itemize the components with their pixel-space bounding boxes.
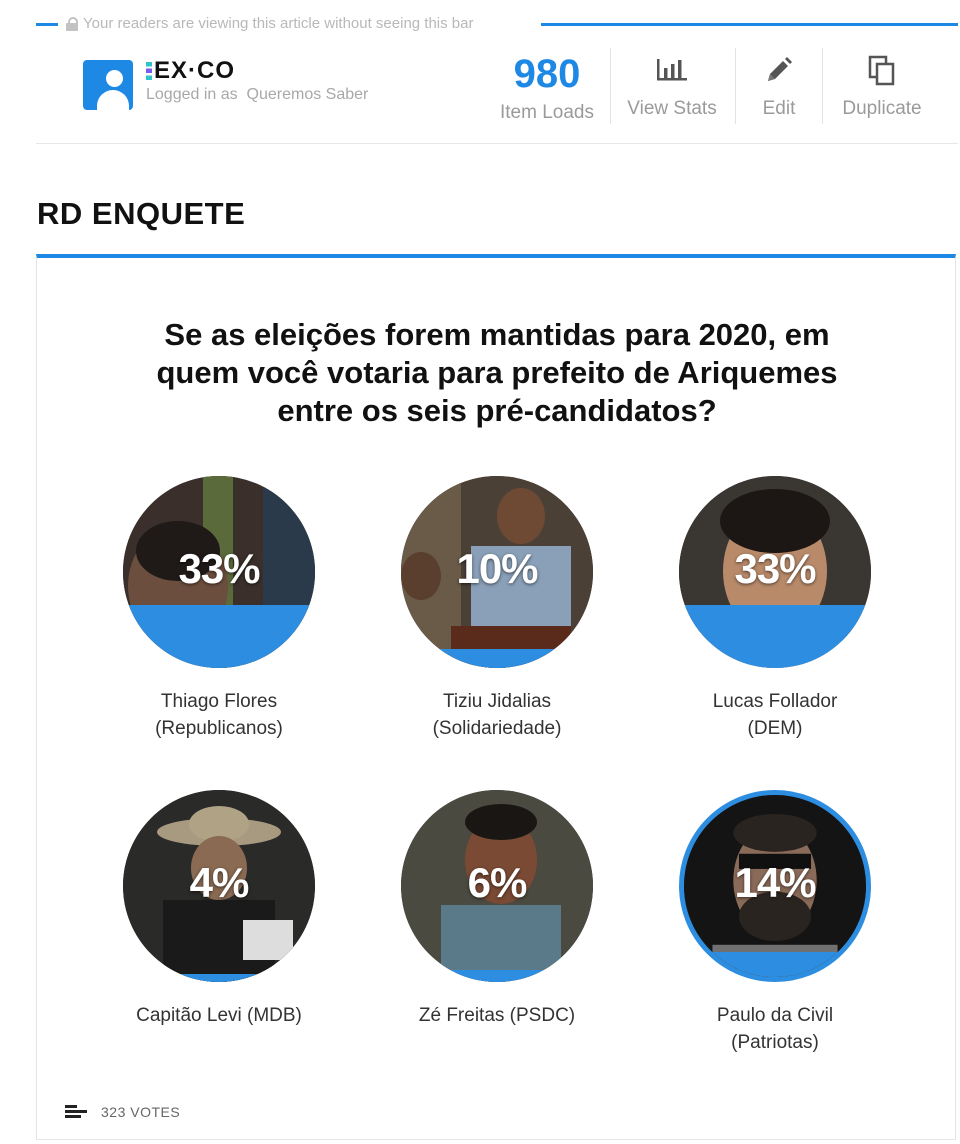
bar-chart-icon bbox=[657, 59, 687, 81]
logged-in-user: Queremos Saber bbox=[246, 86, 369, 103]
percent-fill bbox=[123, 604, 315, 668]
percent-fill bbox=[123, 974, 315, 982]
poll-option[interactable]: 33% Lucas Follador (DEM) bbox=[635, 476, 915, 742]
item-loads-label: Item Loads bbox=[500, 102, 594, 123]
candidate-name-line1: Paulo da Civil bbox=[716, 1005, 834, 1026]
duplicate-icon bbox=[868, 55, 895, 86]
poll-option[interactable]: 6% Zé Freitas (PSDC) bbox=[357, 790, 637, 1029]
percent-label: 33% bbox=[178, 545, 260, 592]
percent-fill bbox=[401, 648, 593, 668]
candidate-name: Paulo da Civil (Patriotas) bbox=[635, 1002, 915, 1056]
poll-card: Se as eleições forem mantidas para 2020,… bbox=[36, 254, 956, 1140]
edit-button[interactable]: Edit bbox=[737, 44, 821, 128]
candidate-photo: 33% bbox=[123, 476, 315, 668]
notice-line-left bbox=[36, 23, 58, 26]
poll-option[interactable]: 33% Thiago Flores (Republicanos) bbox=[79, 476, 359, 742]
divider bbox=[610, 48, 611, 124]
candidate-name-line1: Tiziu Jidalias bbox=[442, 691, 552, 712]
duplicate-button[interactable]: Duplicate bbox=[833, 44, 931, 128]
duplicate-label: Duplicate bbox=[842, 98, 922, 119]
candidate-party: (Republicanos) bbox=[155, 718, 283, 739]
vote-count-label: 323 VOTES bbox=[101, 1104, 181, 1120]
divider bbox=[735, 48, 736, 124]
results-list-icon bbox=[65, 1105, 87, 1119]
candidate-name-line1: Capitão Levi (MDB) bbox=[136, 1005, 302, 1026]
item-loads-value: 980 bbox=[513, 52, 581, 96]
divider bbox=[822, 48, 823, 124]
user-avatar-icon bbox=[83, 60, 133, 110]
notice-line-right bbox=[541, 23, 958, 26]
percent-fill bbox=[684, 951, 866, 977]
notice-text-wrap: Your readers are viewing this article wi… bbox=[66, 15, 473, 32]
pencil-icon bbox=[768, 57, 792, 81]
section-title: RD ENQUETE bbox=[37, 196, 246, 231]
vote-count: 323 VOTES bbox=[65, 1104, 180, 1120]
candidate-name: Lucas Follador (DEM) bbox=[635, 688, 915, 742]
percent-label: 10% bbox=[456, 545, 538, 592]
percent-fill bbox=[401, 970, 593, 982]
poll-option[interactable]: 4% Capitão Levi (MDB) bbox=[79, 790, 359, 1029]
percent-label: 6% bbox=[467, 859, 528, 906]
preview-notice-bar: Your readers are viewing this article wi… bbox=[36, 14, 958, 34]
brand-logo: EX·CO bbox=[146, 57, 235, 85]
candidate-name: Capitão Levi (MDB) bbox=[79, 1002, 359, 1029]
candidate-photo-image bbox=[684, 795, 866, 977]
candidate-name: Tiziu Jidalias (Solidariedade) bbox=[357, 688, 637, 742]
notice-text: Your readers are viewing this article wi… bbox=[83, 15, 474, 32]
view-stats-label: View Stats bbox=[627, 98, 717, 119]
view-stats-button[interactable]: View Stats bbox=[619, 44, 725, 128]
candidate-photo: 14% bbox=[679, 790, 871, 982]
poll-question: Se as eleições forem mantidas para 2020,… bbox=[156, 317, 838, 428]
edit-label: Edit bbox=[762, 98, 796, 119]
brand-name: EX·CO bbox=[154, 57, 236, 84]
percent-label: 14% bbox=[734, 859, 816, 906]
percent-fill bbox=[679, 604, 871, 668]
candidate-photo-image bbox=[401, 790, 593, 982]
candidate-photo: 4% bbox=[123, 790, 315, 982]
candidate-photo: 10% bbox=[401, 476, 593, 668]
candidate-name: Zé Freitas (PSDC) bbox=[357, 1002, 637, 1029]
candidate-photo: 6% bbox=[401, 790, 593, 982]
lock-icon bbox=[66, 17, 78, 31]
poll-option[interactable]: 10% Tiziu Jidalias (Solidariedade) bbox=[357, 476, 637, 742]
candidate-name-line1: Thiago Flores bbox=[160, 691, 278, 712]
logged-in-status: Logged in as Queremos Saber bbox=[146, 86, 368, 104]
logged-in-prefix: Logged in as bbox=[146, 86, 238, 103]
candidate-party: (Patriotas) bbox=[731, 1032, 819, 1053]
percent-label: 4% bbox=[189, 859, 250, 906]
poll-option-selected[interactable]: 14% Paulo da Civil (Patriotas) bbox=[635, 790, 915, 1056]
candidate-photo: 33% bbox=[679, 476, 871, 668]
exco-header: EX·CO Logged in as Queremos Saber 980 It… bbox=[36, 44, 958, 144]
candidate-party: (DEM) bbox=[747, 718, 803, 739]
candidate-name-line1: Lucas Follador bbox=[712, 691, 838, 712]
candidate-photo-image bbox=[123, 790, 315, 982]
item-loads-stat: 980 Item Loads bbox=[491, 44, 603, 128]
candidate-name-line1: Zé Freitas (PSDC) bbox=[418, 1005, 576, 1026]
percent-label: 33% bbox=[734, 545, 816, 592]
candidate-name: Thiago Flores (Republicanos) bbox=[79, 688, 359, 742]
candidate-party: (Solidariedade) bbox=[432, 718, 562, 739]
